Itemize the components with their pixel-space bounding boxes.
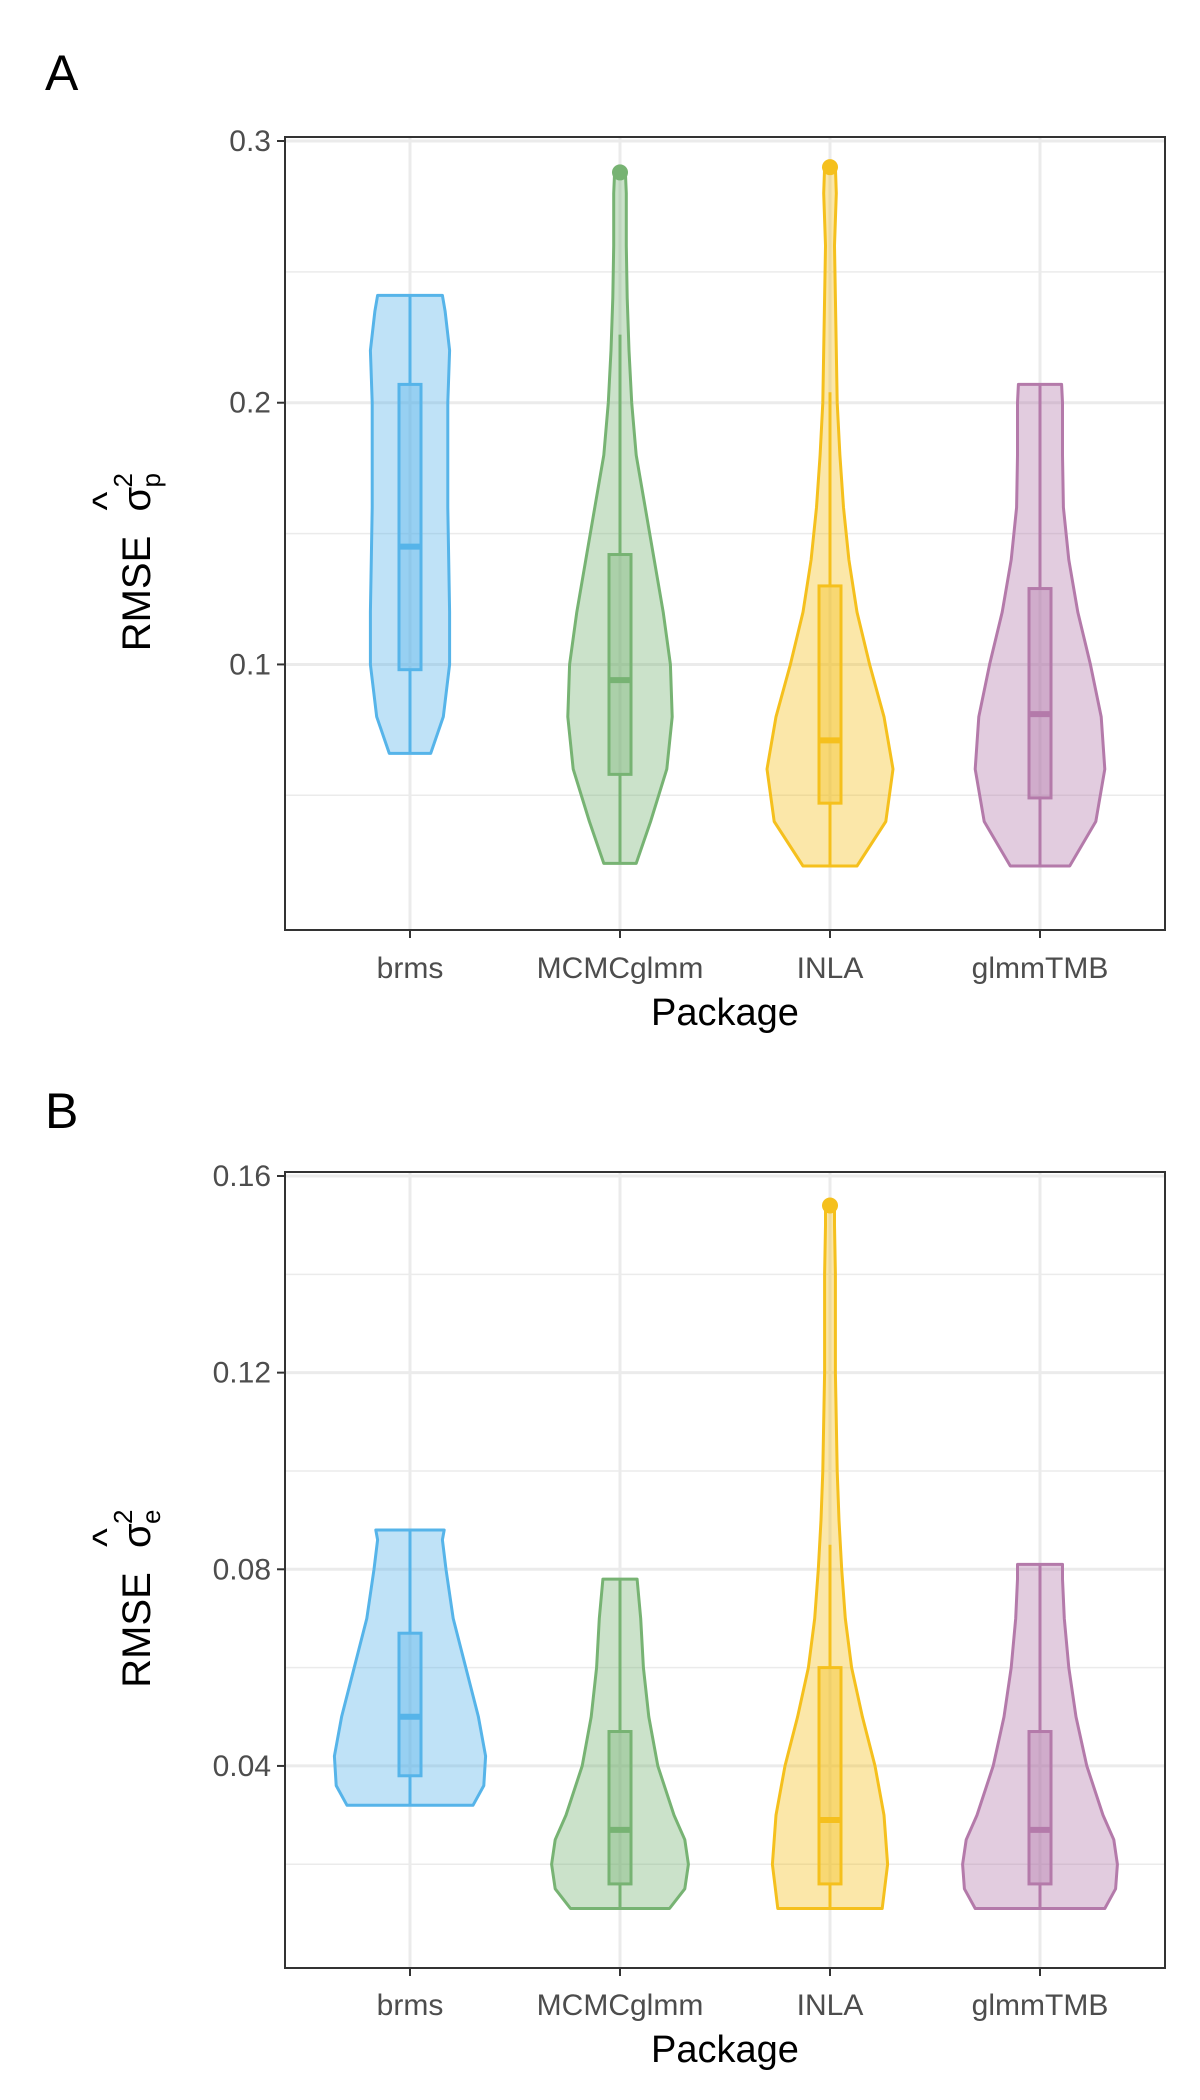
y-axis-title-subscript: e [136,1510,166,1524]
x-tick-label: INLA [797,1989,864,2022]
box-iqr [817,1666,843,1886]
y-tick-label: 0.12 [213,1357,271,1390]
box-iqr [397,1631,423,1778]
panel-label: A [45,45,79,101]
panel-b: B 0.04 0.08 0.12 0.16 brms MCMCglmm INLA glmmTMB… [45,1083,1166,2071]
box-iqr [607,1730,633,1886]
y-tick-label: 0.08 [213,1553,271,1586]
x-tick-label: INLA [797,952,864,985]
x-tick-label: brms [377,1989,444,2022]
box-iqr [1027,1730,1053,1886]
y-axis-title-hat: ^ [85,1528,129,1547]
x-tick-label: glmmTMB [972,1989,1109,2022]
x-tick-label: glmmTMB [972,952,1109,985]
violin-shape [332,1528,488,1807]
y-tick-label: 0.04 [213,1750,271,1783]
y-axis-title-symbol: σ [115,487,159,512]
y-axis-title-prefix: RMSE [115,1572,159,1688]
violin-inla [765,159,895,868]
y-tick-label: 0.3 [229,125,271,158]
x-tick-label: MCMCglmm [537,1989,704,2022]
violin-shape [961,1562,1119,1910]
y-axis-title-prefix: RMSE [115,536,159,652]
panel-label: B [45,1083,78,1139]
violin-shape [550,1577,690,1910]
x-axis-title: Package [651,2029,799,2071]
violin-shape [368,293,452,755]
x-tick-label: brms [377,952,444,985]
panel-border [284,136,1166,931]
violin-mcmcglmm [550,1577,690,1910]
y-axis-title-hat: ^ [85,492,129,511]
outlier-point [822,159,838,176]
y-axis-title: RMSE σ^ 2p [85,473,166,651]
violin-glmmtmb [961,1562,1119,1910]
outlier-point [822,1197,838,1214]
y-axis-title-superscript: 2 [108,1510,138,1524]
violin-brms [332,1528,488,1807]
y-axis-title: RMSE σ^ 2e [85,1510,166,1688]
box-iqr [397,382,423,672]
violin-mcmcglmm [566,164,674,865]
y-axis-title-symbol: σ [115,1523,159,1548]
box-iqr [817,584,843,805]
x-tick-label: MCMCglmm [537,952,704,985]
y-axis-title-superscript: 2 [108,473,138,487]
violin-shape [973,382,1107,868]
box-iqr [1027,587,1053,800]
violin-glmmtmb [973,382,1107,868]
violin-brms [368,293,452,755]
y-axis-title-subscript: p [136,473,166,487]
violin-inla [770,1197,890,1910]
box-iqr [607,553,633,776]
outlier-point [612,164,628,181]
y-tick-label: 0.1 [229,648,271,681]
x-axis-title: Package [651,992,799,1034]
y-tick-label: 0.2 [229,387,271,420]
y-tick-label: 0.16 [213,1160,271,1193]
panel-a: A 0.1 0.2 0.3 brms MCMCglmm INLA glmmTMB Package… [45,45,1166,1034]
